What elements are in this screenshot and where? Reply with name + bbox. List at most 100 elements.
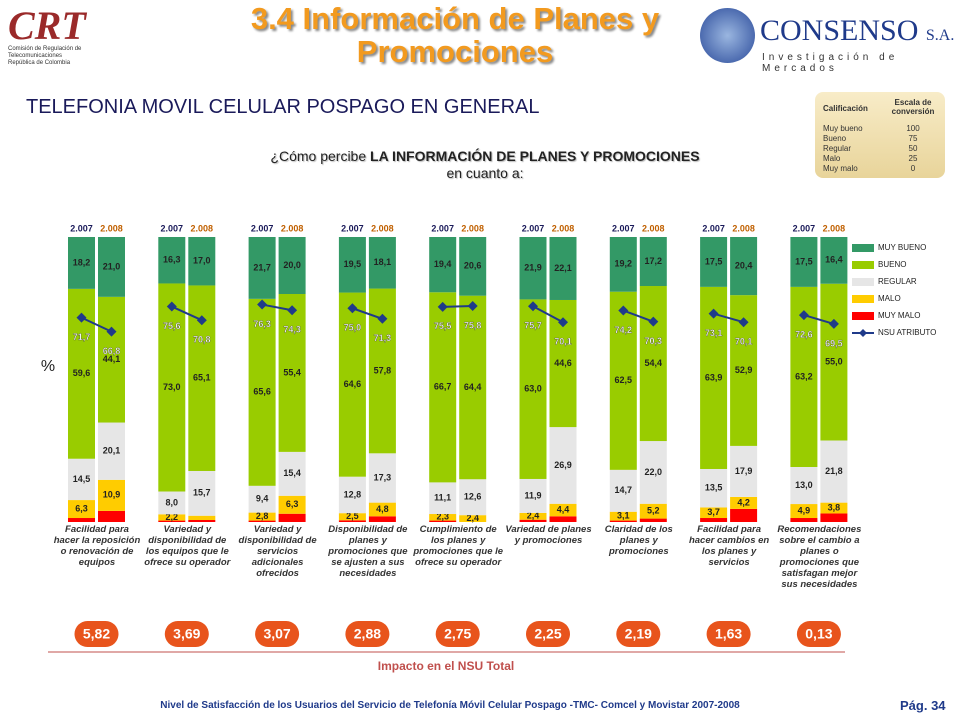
value-label: 15,7 <box>193 488 211 498</box>
nsu-marker <box>528 301 538 312</box>
legend-swatch <box>852 244 874 252</box>
value-label: 55,4 <box>283 367 301 377</box>
value-label: 17,3 <box>374 472 392 482</box>
value-label: 4,2 <box>737 497 750 507</box>
nsu-marker <box>437 301 448 312</box>
value-label: 11,1 <box>434 493 451 503</box>
bar-segment <box>549 237 577 300</box>
bar-segment <box>459 237 487 296</box>
scale-header: Escala de conversión <box>891 98 935 116</box>
year-label: 2.007 <box>161 223 184 233</box>
nsu-label: 75,7 <box>524 321 542 331</box>
bar-segment <box>158 520 186 522</box>
bar-segment <box>158 514 186 521</box>
value-label: 10,9 <box>103 490 121 500</box>
impact-badge <box>255 621 300 647</box>
category-label: Variedad y disponibilidad de servicios a… <box>238 524 317 579</box>
bar-segment <box>519 237 547 300</box>
nsu-label: 66,8 <box>103 346 121 356</box>
bar-segment <box>429 514 457 521</box>
impact-value: 2,25 <box>534 626 561 642</box>
year-label: 2.007 <box>522 223 545 233</box>
category-label: Cumplimiento de los planes y promociones… <box>413 524 504 568</box>
bar-segment <box>459 479 487 516</box>
nsu-marker <box>196 315 207 326</box>
value-label: 11,9 <box>524 490 541 500</box>
nsu-marker <box>467 300 478 311</box>
nsu-label: 70,1 <box>735 337 753 347</box>
scale-value: 50 <box>908 144 918 153</box>
impact-value: 3,07 <box>263 626 290 642</box>
year-label: 2.008 <box>371 223 394 233</box>
bar-segment <box>790 504 818 519</box>
value-label: 18,2 <box>73 257 91 267</box>
value-label: 3,7 <box>707 507 720 517</box>
value-label: 21,7 <box>253 262 271 272</box>
value-label: 14,7 <box>615 485 633 495</box>
bar-segment <box>248 512 276 521</box>
bar-segment <box>278 495 306 514</box>
bar-segment <box>368 516 396 522</box>
nsu-marker <box>257 299 268 310</box>
nsu-marker <box>618 305 629 316</box>
bar-segment <box>158 491 186 515</box>
value-label: 59,6 <box>73 368 91 378</box>
legend-label: REGULAR <box>878 277 917 286</box>
consenso-globe <box>700 8 755 63</box>
bar-segment <box>790 466 818 505</box>
footer-text: Nivel de Satisfacción de los Usuarios de… <box>160 700 740 711</box>
bar-segment <box>68 458 95 501</box>
bar-segment <box>549 427 577 504</box>
bar-segment <box>820 513 848 522</box>
value-label: 54,4 <box>645 358 663 368</box>
value-label: 8,0 <box>166 497 179 507</box>
bar-segment <box>820 440 848 503</box>
legend-swatch <box>852 261 874 269</box>
impact-value: 2,19 <box>625 626 652 642</box>
nsu-line <box>713 312 744 324</box>
bar-segment <box>188 515 216 521</box>
nsu-marker <box>558 317 568 328</box>
nsu-marker <box>106 326 117 337</box>
value-label: 17,2 <box>645 256 663 266</box>
value-label: 19,2 <box>615 259 633 269</box>
bar-segment <box>429 237 457 293</box>
value-label: 16,3 <box>163 255 181 265</box>
bar-segment <box>639 237 667 287</box>
bar-segment <box>248 237 276 299</box>
scale-value: 25 <box>908 154 918 163</box>
scale-table: Calificación Escala de conversión Muy buen… <box>815 92 945 178</box>
value-label: 12,8 <box>344 489 362 499</box>
bar-segment <box>68 237 95 289</box>
value-label: 2,5 <box>346 511 359 521</box>
scale-label: Bueno <box>823 134 847 143</box>
value-label: 16,4 <box>825 255 843 265</box>
nsu-line <box>81 316 112 333</box>
value-label: 52,9 <box>735 365 753 375</box>
bar-segment <box>639 518 667 522</box>
bar-segment <box>338 520 366 522</box>
value-label: 26,9 <box>554 460 572 470</box>
value-label: 62,5 <box>615 375 633 385</box>
impact-badge <box>345 621 390 647</box>
bar-segment <box>790 237 818 287</box>
nsu-label: 74,2 <box>615 325 633 335</box>
bar-segment <box>609 520 637 522</box>
category-label: Variedad y disponibilidad de los equipos… <box>144 524 231 568</box>
value-label: 17,5 <box>795 256 813 266</box>
bar-segment <box>639 286 667 442</box>
bar-segment <box>549 516 577 522</box>
value-label: 21,8 <box>825 466 843 476</box>
nsu-label: 75,5 <box>434 321 452 331</box>
bar-segment <box>278 294 306 452</box>
scale-label: Muy bueno <box>823 124 863 133</box>
bar-segment <box>368 453 396 503</box>
value-label: 20,0 <box>283 260 301 270</box>
question-part: ¿Cómo percibe <box>270 148 371 164</box>
nsu-marker <box>76 312 87 323</box>
value-label: 63,0 <box>524 384 542 394</box>
question-part: LA INFORMACIÓN DE PLANES Y PROMOCIONES <box>370 148 700 164</box>
value-label: 65,6 <box>253 387 271 397</box>
scale-value: 100 <box>906 124 920 133</box>
